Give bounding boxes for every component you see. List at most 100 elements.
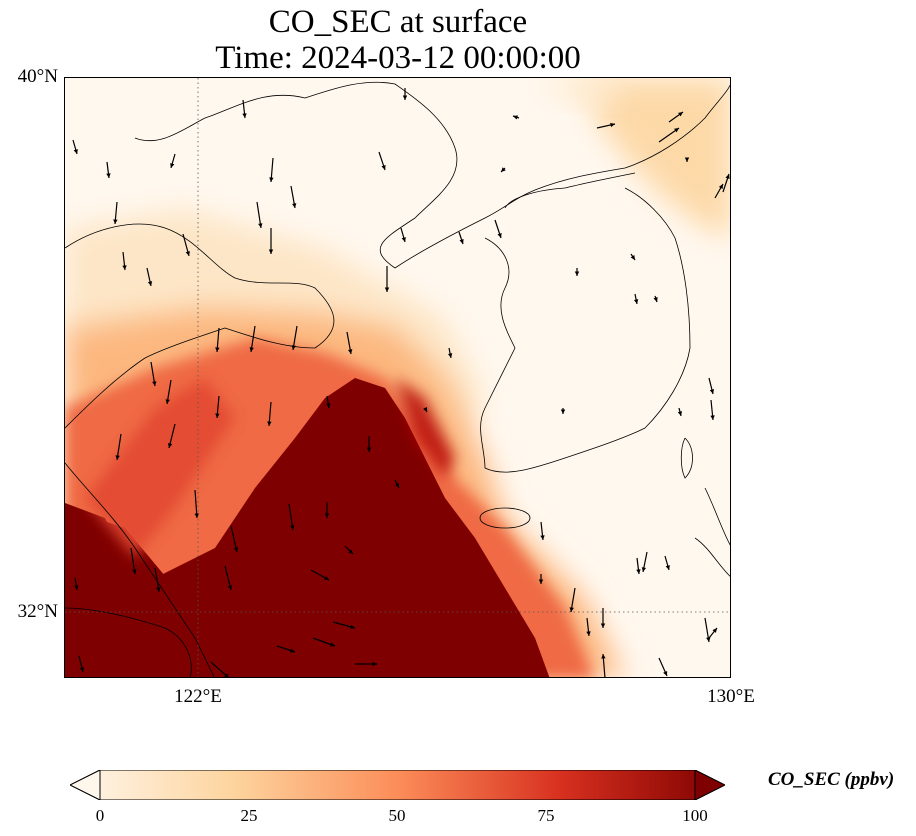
wind-arrow-head — [665, 565, 670, 570]
wind-arrow-head — [152, 381, 157, 386]
wind-arrow-head — [249, 347, 254, 352]
concentration-field — [65, 78, 730, 677]
wind-arrow-head — [292, 203, 297, 208]
colorbar-tick-75: 75 — [537, 806, 555, 825]
wind-arrow-head — [663, 670, 668, 676]
wind-arrow-head — [167, 443, 173, 448]
wind-arrow-head — [348, 349, 353, 354]
kyushu-edge-2 — [694, 537, 730, 577]
wind-arrow-head — [268, 249, 274, 254]
wind-arrow-head — [401, 237, 406, 242]
dark-core-sw — [65, 508, 215, 677]
wind-arrow-head — [326, 403, 331, 408]
wind-arrow-head — [538, 579, 544, 584]
wind-arrow-head — [156, 587, 161, 592]
wind-arrow-head — [74, 585, 79, 590]
shandong-coast — [65, 223, 335, 429]
wind-arrow-head — [636, 569, 641, 574]
wind-arrow-head — [402, 95, 408, 100]
colorbar-label: CO_SEC (ppbv) — [768, 769, 895, 790]
ne-plume-edge — [535, 78, 625, 108]
wind-arrow-head — [122, 265, 127, 270]
wind-arrow-head — [290, 648, 295, 653]
wind-arrow-head — [381, 165, 386, 170]
wind-arrow-head — [227, 585, 233, 590]
liaodong-coast — [134, 81, 458, 269]
wind-arrow-head — [233, 547, 239, 552]
wind-arrow-head — [132, 569, 137, 574]
wind-arrow-head — [115, 455, 120, 460]
ne-plume — [585, 78, 730, 238]
wind-arrow-head — [106, 173, 111, 178]
wind-arrow-head — [712, 628, 717, 633]
wind-arrow-head — [459, 239, 464, 244]
korea-border-2 — [504, 172, 636, 209]
wind-arrow-head — [710, 415, 715, 420]
wind-arrow-head — [323, 575, 329, 580]
wind-arrow-head — [242, 113, 247, 118]
wind-arrow-head — [600, 623, 606, 628]
wind-arrow-head — [447, 353, 453, 358]
wind-arrow-head — [633, 299, 639, 304]
wind-arrow-head — [348, 549, 353, 554]
wind-arrow-head — [290, 525, 295, 530]
wind-arrow-head — [185, 251, 190, 256]
korea-peninsula — [480, 187, 691, 473]
wind-arrow-head — [79, 667, 85, 672]
wind-arrow-head — [330, 642, 335, 647]
lon-label-130: 130°E — [707, 686, 755, 707]
wind-arrow-head — [215, 413, 220, 418]
wind-arrow-head — [653, 297, 658, 302]
wind-arrow-head — [194, 513, 199, 518]
wind-arrow-head — [706, 637, 711, 642]
wind-arrow-head — [586, 631, 591, 636]
plot-time: Time: 2024-03-12 00:00:00 — [215, 40, 581, 76]
tsushima — [680, 437, 693, 479]
wind-arrow-head — [291, 345, 296, 350]
colorbar-tick-25: 25 — [240, 806, 258, 825]
wind-arrow-head — [423, 406, 427, 412]
wind-arrow-head — [113, 219, 118, 224]
wind-arrow-head — [384, 287, 390, 292]
colorbar-body — [70, 770, 725, 800]
wind-arrow-head — [501, 167, 506, 172]
colorbar-tick-0: 0 — [95, 806, 105, 825]
wind-arrow-head — [560, 409, 566, 414]
wind-arrow-head — [641, 567, 647, 572]
plot-title: CO_SEC at surface — [268, 4, 528, 40]
wind-arrow-shaft — [194, 489, 198, 519]
wind-arrow-head — [224, 673, 229, 677]
wind-arrow-head — [350, 624, 355, 629]
lon-label-122: 122°E — [174, 686, 222, 707]
red-streak-2 — [395, 378, 455, 478]
map-panel — [64, 77, 731, 678]
colorbar-tick-100: 100 — [682, 806, 708, 825]
wind-arrow-head — [718, 184, 723, 189]
wind-arrow-head — [395, 482, 399, 488]
colorbar — [70, 770, 725, 800]
wind-arrow-head — [324, 513, 330, 518]
wind-arrow-head — [165, 399, 170, 404]
wind-arrow-head — [601, 654, 606, 659]
wind-arrow-head — [258, 223, 263, 228]
lat-label-40: 40°N — [17, 66, 58, 87]
wind-arrow-head — [73, 149, 78, 154]
wind-arrow-head — [215, 347, 220, 352]
colorbar-tick-50: 50 — [388, 806, 406, 825]
coastlines — [65, 81, 730, 677]
wind-arrow-head — [678, 112, 683, 117]
map-canvas — [65, 78, 730, 677]
red-streak — [85, 378, 235, 558]
wind-arrow-head — [674, 128, 679, 133]
colorbar-extend-min — [70, 770, 101, 800]
wind-arrow-head — [147, 281, 153, 286]
jeju-island — [479, 507, 531, 529]
wind-arrow-head — [513, 115, 518, 120]
wind-arrow-head — [574, 271, 580, 276]
wind-arrow-head — [267, 421, 272, 426]
wind-arrow-head — [269, 177, 274, 182]
wind-arrow-head — [684, 157, 690, 162]
wind-arrow-head — [569, 607, 574, 612]
wind-arrow-head — [610, 122, 615, 128]
gridlines — [65, 78, 730, 677]
